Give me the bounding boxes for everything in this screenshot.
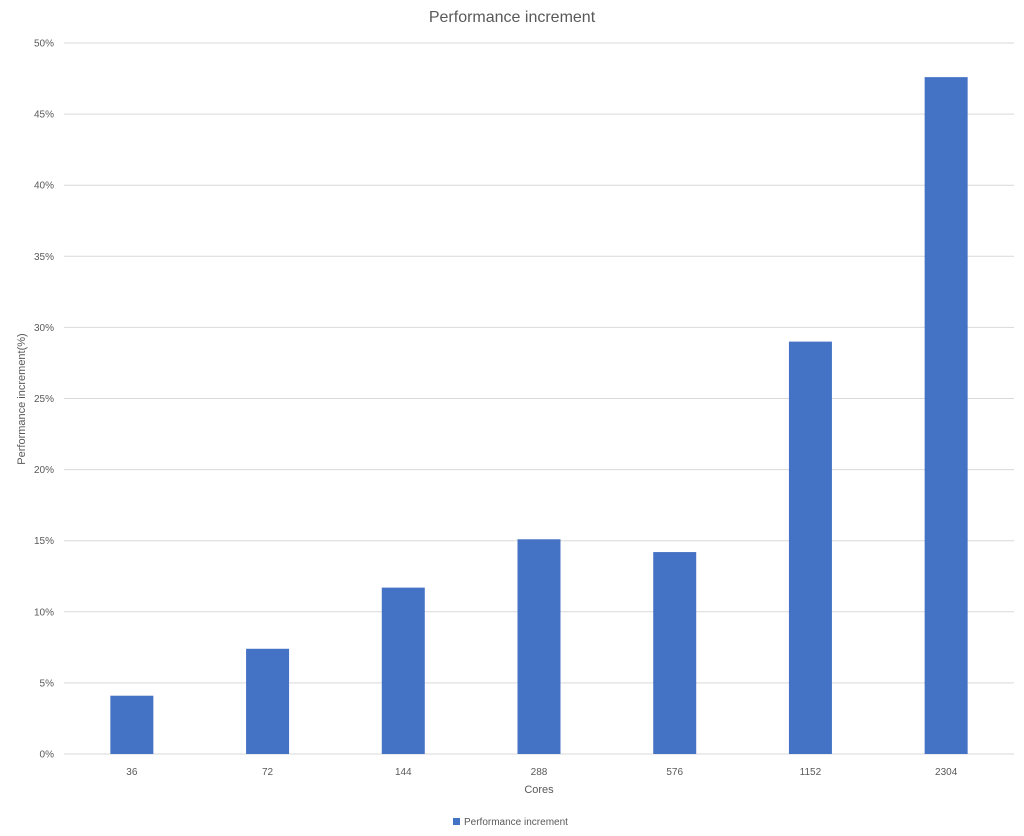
y-tick-label: 30%	[34, 323, 54, 334]
x-axis-ticks: 36 72 144 288 576 1152 2304	[126, 767, 957, 778]
bar-1152	[788, 341, 832, 754]
x-tick-label: 36	[126, 767, 138, 778]
bar-72	[246, 648, 290, 754]
x-tick-label: 1152	[800, 767, 822, 778]
x-tick-label: 144	[395, 767, 412, 778]
legend-label: Performance increment	[464, 817, 568, 828]
legend: Performance increment	[453, 817, 568, 828]
y-tick-label: 20%	[34, 465, 54, 476]
y-tick-label: 40%	[34, 181, 54, 192]
y-tick-label: 25%	[34, 394, 54, 405]
y-tick-label: 15%	[34, 536, 54, 547]
bar-36	[110, 695, 154, 754]
y-tick-label: 5%	[40, 678, 55, 689]
x-tick-label: 576	[666, 767, 683, 778]
x-tick-label: 2304	[935, 767, 958, 778]
x-tick-label: 72	[262, 767, 274, 778]
x-tick-label: 288	[531, 767, 548, 778]
y-tick-label: 50%	[34, 39, 54, 50]
x-axis-title: Cores	[524, 784, 554, 796]
bar-2304	[924, 77, 968, 755]
y-axis-title: Performance increment(%)	[16, 333, 28, 464]
bar-576	[653, 552, 697, 754]
chart-title: Performance increment	[429, 9, 596, 26]
y-tick-label: 45%	[34, 110, 54, 121]
bar-288	[517, 539, 561, 754]
y-tick-label: 35%	[34, 252, 54, 263]
bar-144	[381, 587, 425, 754]
y-axis-ticks: 0% 5% 10% 15% 20% 25% 30% 35% 40% 45% 50%	[34, 39, 54, 761]
bars	[110, 77, 968, 755]
legend-swatch	[453, 818, 460, 825]
gridlines	[64, 42, 1014, 755]
y-tick-label: 10%	[34, 607, 54, 618]
y-tick-label: 0%	[40, 750, 55, 761]
